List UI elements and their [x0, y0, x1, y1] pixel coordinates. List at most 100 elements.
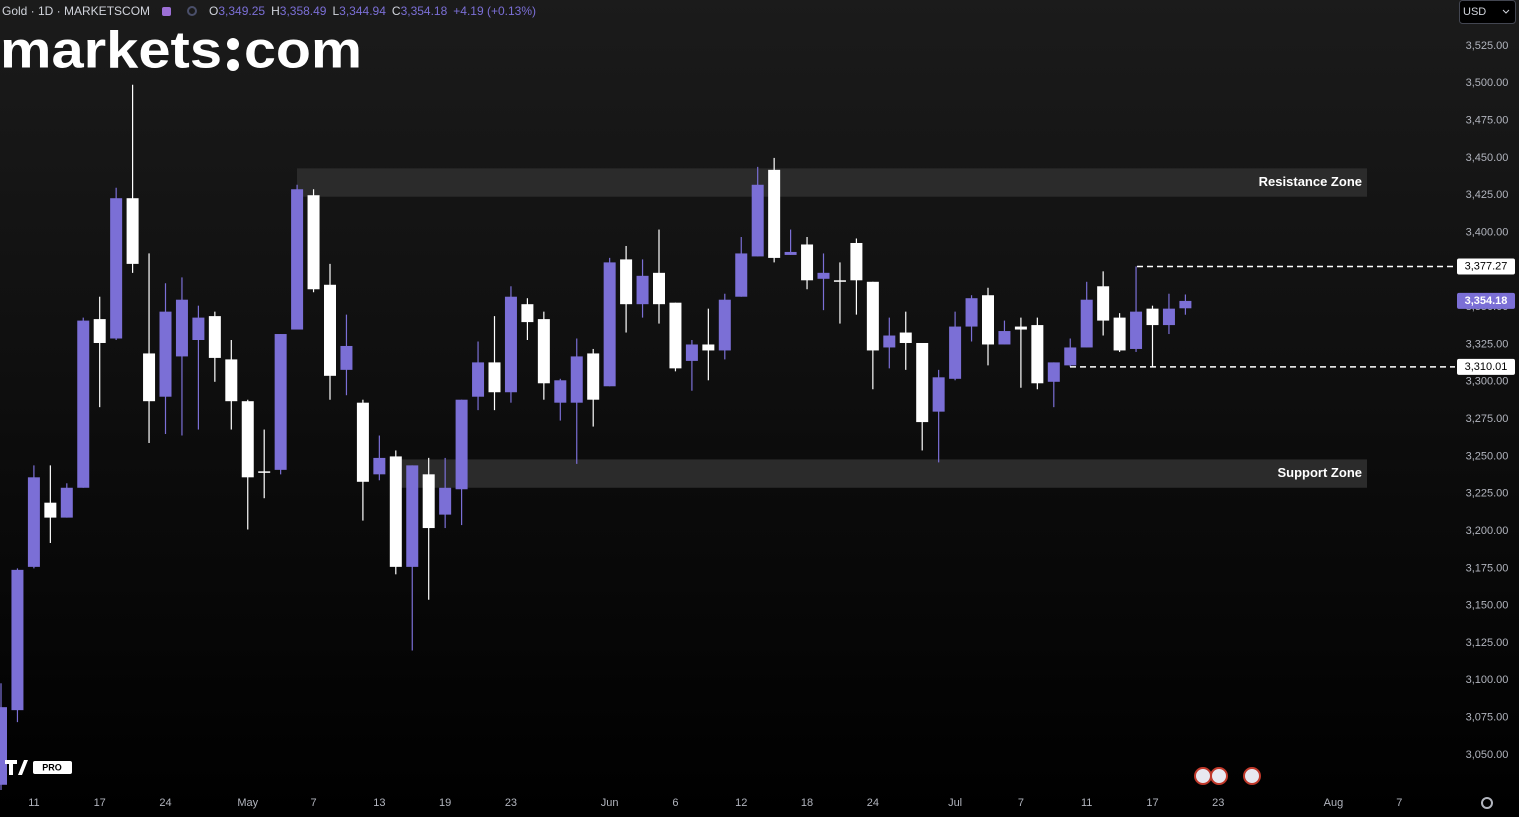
icon[interactable]: [162, 6, 172, 16]
x-tick-label: May: [237, 797, 258, 809]
candle-body: [554, 380, 567, 403]
ohlc-value: 3,349.25: [218, 4, 266, 18]
last-price-label: 3,354.18: [1465, 295, 1508, 307]
x-tick-label: 7: [1396, 797, 1402, 809]
y-tick-label: 3,275.00: [1466, 413, 1509, 425]
candle-body: [208, 316, 221, 358]
candle-body: [258, 471, 271, 473]
settings-icon[interactable]: [1481, 797, 1493, 809]
candle-body: [537, 319, 550, 384]
candle-body: [751, 184, 764, 257]
price-label: 3,377.27: [1465, 260, 1508, 272]
x-tick-label: Aug: [1324, 797, 1344, 809]
candle-body: [817, 272, 830, 279]
candle-body: [291, 189, 304, 330]
y-tick-label: 3,250.00: [1466, 450, 1509, 462]
candle-body: [504, 296, 517, 393]
tv-badge: PRO: [5, 760, 72, 775]
candle-body: [685, 344, 698, 361]
logo-dot: [227, 59, 239, 71]
change: +4.19 (+0.13%): [453, 4, 537, 18]
price-label: 3,310.01: [1465, 361, 1508, 373]
candle-body: [93, 319, 106, 343]
y-tick-label: 3,075.00: [1466, 712, 1509, 724]
candle-body: [916, 342, 929, 423]
candle-body: [932, 377, 945, 412]
event-flag[interactable]: [1194, 767, 1212, 785]
x-tick-label: 18: [801, 797, 813, 809]
candle-body: [159, 311, 172, 397]
candle-body: [192, 317, 205, 340]
event-flag[interactable]: [1243, 767, 1261, 785]
candle-body: [833, 280, 846, 282]
candle-body: [1014, 326, 1027, 330]
logo: markets com: [0, 22, 362, 80]
axes: 3,050.00 3,075.00 3,100.00 3,125.00 3,150.00…: [28, 40, 1515, 809]
last-price-box: [1457, 292, 1515, 309]
candle-body: [324, 284, 336, 376]
candle-body: [620, 259, 633, 305]
candle-body: [241, 401, 254, 478]
x-tick-label: 12: [735, 797, 747, 809]
candle-body: [883, 335, 896, 348]
ohlc-label: H: [271, 4, 280, 18]
currency-box[interactable]: [1459, 0, 1516, 24]
logo-left: markets: [0, 22, 222, 80]
candle-body: [587, 353, 600, 400]
ohlc-value: 3,344.94: [339, 4, 386, 18]
currency[interactable]: USD: [1463, 6, 1486, 18]
candle-body: [175, 299, 188, 357]
x-tick-label: 7: [1018, 797, 1024, 809]
candle-body: [521, 304, 534, 323]
event-flags: [1194, 767, 1261, 785]
y-tick-label: 3,500.00: [1466, 77, 1509, 89]
ohlc-label: L: [332, 4, 340, 18]
candle-body: [1146, 308, 1159, 326]
y-tick-label: 3,475.00: [1466, 115, 1509, 127]
candle-body: [340, 345, 353, 370]
x-tick-label: Jul: [948, 797, 962, 809]
y-tick-label: 3,150.00: [1466, 600, 1509, 612]
candle-body: [307, 195, 320, 290]
candle-body: [718, 299, 731, 351]
candle-body: [899, 332, 912, 343]
ohlc-label: C: [391, 4, 401, 18]
x-tick-label: 23: [1212, 797, 1224, 809]
badge-text: PRO: [42, 762, 62, 772]
candle-body: [373, 457, 386, 475]
candle-body: [60, 487, 73, 518]
candle-body: [27, 477, 40, 567]
x-tick-label: 11: [1081, 797, 1092, 809]
x-tick-label: 11: [28, 797, 39, 809]
candle-body: [11, 569, 24, 711]
y-tick-label: 3,300.00: [1466, 376, 1509, 388]
x-tick-label: 24: [159, 797, 171, 809]
x-tick-label: 24: [867, 797, 879, 809]
candle-body: [455, 399, 468, 490]
x-tick-label: 6: [672, 797, 678, 809]
zone: [297, 168, 1367, 197]
settings[interactable]: [1481, 797, 1493, 809]
candle-body: [653, 272, 665, 305]
candle-body: [1080, 299, 1093, 348]
price-label-box: [1457, 358, 1515, 375]
zone-label: Support Zone: [1278, 465, 1363, 480]
currency-select[interactable]: USD: [1459, 0, 1516, 24]
chevron: [1502, 9, 1510, 14]
candle-body: [356, 402, 369, 482]
candle-body: [225, 359, 238, 402]
candle-body: [126, 198, 139, 264]
event-flag[interactable]: [1210, 767, 1228, 785]
candle-body: [702, 344, 715, 351]
candle-body: [439, 487, 452, 515]
candle-body: [1162, 308, 1175, 326]
candle-body: [669, 302, 682, 369]
candle-body: [949, 326, 962, 379]
candle-body: [472, 362, 485, 397]
icon[interactable]: [187, 6, 198, 16]
zone-label: Resistance Zone: [1259, 174, 1362, 189]
candle-body: [110, 198, 123, 339]
candle-body: [998, 331, 1011, 345]
ohlc-value: 3,358.49: [279, 4, 327, 18]
